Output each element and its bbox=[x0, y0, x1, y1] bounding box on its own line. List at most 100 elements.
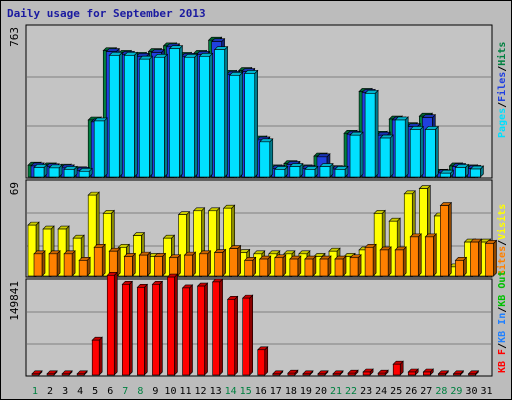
kb-f-bar-19 bbox=[302, 373, 311, 376]
pages-bar-11-side bbox=[194, 53, 198, 178]
sites-bar-25-side bbox=[402, 246, 407, 277]
kb-f-bar-22 bbox=[347, 372, 356, 376]
sites-bar-27-side bbox=[432, 233, 437, 277]
pages-bar-26 bbox=[409, 129, 421, 178]
pages-bar-13-side bbox=[224, 45, 228, 178]
sites-bar-5 bbox=[93, 247, 103, 277]
sites-bar-22 bbox=[349, 257, 359, 277]
legend-pages-files-hits: Pages/Files/Hits bbox=[496, 42, 508, 138]
pages-bar-6 bbox=[108, 55, 120, 178]
sites-bar-7 bbox=[124, 256, 133, 277]
kb-f-bar-28 bbox=[438, 373, 446, 376]
pages-bar-17 bbox=[274, 169, 286, 178]
sites-bar-17 bbox=[274, 257, 284, 277]
kb-f-bar-14-side bbox=[234, 295, 238, 376]
day-label-20: 20 bbox=[315, 386, 327, 397]
visits-bar-5 bbox=[87, 194, 97, 277]
kb-f-bar-9-side bbox=[159, 280, 163, 376]
pages-bar-25 bbox=[394, 119, 406, 178]
kb-f-bar-10 bbox=[167, 276, 175, 376]
day-label-9: 9 bbox=[152, 386, 158, 397]
day-label-29: 29 bbox=[450, 386, 462, 397]
kb-f-bar-15-side bbox=[249, 294, 253, 376]
sites-bar-9 bbox=[154, 256, 163, 277]
pages-bar-5-side bbox=[103, 117, 108, 178]
kb-f-bar-13-side bbox=[219, 278, 223, 376]
chart-title: Daily usage for September 2013 bbox=[7, 7, 206, 20]
y-max-label-1: 763 bbox=[8, 27, 21, 47]
pages-bar-9-side bbox=[164, 53, 168, 178]
pages-bar-10 bbox=[169, 48, 180, 178]
pages-bar-12 bbox=[199, 56, 210, 178]
kb-f-bar-8 bbox=[137, 287, 145, 376]
visits-bar-11 bbox=[178, 214, 187, 277]
sites-bar-26-side bbox=[417, 233, 422, 277]
sites-bar-27 bbox=[424, 236, 434, 277]
day-label-10: 10 bbox=[164, 386, 176, 397]
kb-f-bar-21 bbox=[332, 373, 341, 376]
sites-bar-28-side bbox=[448, 201, 452, 277]
day-label-22: 22 bbox=[345, 386, 357, 397]
day-label-23: 23 bbox=[360, 386, 372, 397]
pages-bar-15 bbox=[244, 73, 255, 178]
sites-bar-29 bbox=[455, 260, 464, 277]
visits-bar-13 bbox=[208, 210, 217, 277]
day-label-8: 8 bbox=[137, 386, 143, 397]
sites-bar-23 bbox=[364, 247, 374, 277]
day-label-6: 6 bbox=[107, 386, 113, 397]
sites-bar-8 bbox=[139, 254, 148, 277]
day-label-4: 4 bbox=[77, 386, 83, 397]
pages-bar-3 bbox=[63, 169, 75, 178]
sites-bar-8-side bbox=[147, 251, 151, 277]
sites-bar-10 bbox=[169, 257, 178, 277]
pages-bar-6-side bbox=[118, 51, 123, 178]
kb-f-bar-6-side bbox=[113, 271, 118, 376]
pages-bar-30 bbox=[470, 168, 481, 178]
day-label-16: 16 bbox=[255, 386, 267, 397]
pages-bar-25-side bbox=[404, 116, 409, 178]
day-label-3: 3 bbox=[62, 386, 68, 397]
pages-bar-18 bbox=[289, 166, 301, 178]
pages-bar-12-side bbox=[209, 52, 213, 178]
sites-bar-19 bbox=[304, 258, 314, 277]
day-label-5: 5 bbox=[92, 386, 98, 397]
kb-f-bar-11 bbox=[182, 287, 190, 376]
sites-bar-18-side bbox=[297, 255, 302, 277]
pages-bar-14-side bbox=[239, 71, 243, 178]
kb-f-bar-2 bbox=[46, 373, 55, 376]
pages-bar-1 bbox=[33, 167, 45, 178]
sites-bar-14-side bbox=[237, 244, 241, 277]
visits-bar-1 bbox=[27, 224, 37, 277]
pages-bar-22 bbox=[349, 134, 361, 178]
sites-bar-23-side bbox=[372, 243, 377, 277]
kb-f-bar-16 bbox=[257, 349, 266, 376]
sites-bar-30-side bbox=[478, 238, 482, 277]
day-label-24: 24 bbox=[375, 386, 387, 397]
kb-f-bar-15 bbox=[242, 297, 250, 376]
day-label-11: 11 bbox=[179, 386, 191, 397]
kb-f-bar-5 bbox=[91, 339, 100, 376]
legend-kb: KB F/KB In/KB Out bbox=[497, 271, 508, 373]
day-label-1: 1 bbox=[32, 386, 38, 397]
kb-f-bar-27 bbox=[422, 371, 431, 376]
sites-bar-28 bbox=[440, 205, 449, 277]
sites-bar-3-side bbox=[71, 250, 76, 277]
visits-bar-27 bbox=[418, 188, 428, 277]
day-label-25: 25 bbox=[390, 386, 402, 397]
pages-bar-8-side bbox=[149, 55, 153, 178]
sites-bar-17-side bbox=[282, 254, 287, 277]
day-label-31: 31 bbox=[480, 386, 492, 397]
pages-bar-5 bbox=[93, 120, 105, 178]
kb-f-bar-14 bbox=[227, 299, 235, 376]
kb-f-bar-18 bbox=[287, 372, 296, 376]
kb-f-bar-1 bbox=[31, 373, 40, 376]
kb-f-bar-3 bbox=[61, 373, 70, 376]
kb-f-bar-17 bbox=[272, 373, 281, 376]
visits-bar-14 bbox=[223, 207, 232, 277]
day-label-7: 7 bbox=[122, 386, 128, 397]
kb-f-bar-24 bbox=[377, 372, 386, 376]
sites-bar-4 bbox=[78, 260, 88, 277]
sites-bar-30 bbox=[470, 241, 479, 277]
sites-bar-24-side bbox=[387, 246, 392, 277]
pages-bar-28 bbox=[440, 172, 451, 178]
